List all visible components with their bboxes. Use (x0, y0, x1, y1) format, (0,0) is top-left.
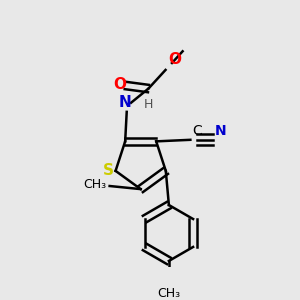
Text: CH₃: CH₃ (83, 178, 106, 191)
Text: CH₃: CH₃ (157, 287, 181, 300)
Text: O: O (113, 77, 126, 92)
Text: N: N (119, 95, 131, 110)
Text: O: O (168, 52, 181, 68)
Text: S: S (103, 164, 114, 178)
Text: C: C (192, 124, 202, 138)
Text: H: H (144, 98, 153, 111)
Text: N: N (214, 124, 226, 138)
